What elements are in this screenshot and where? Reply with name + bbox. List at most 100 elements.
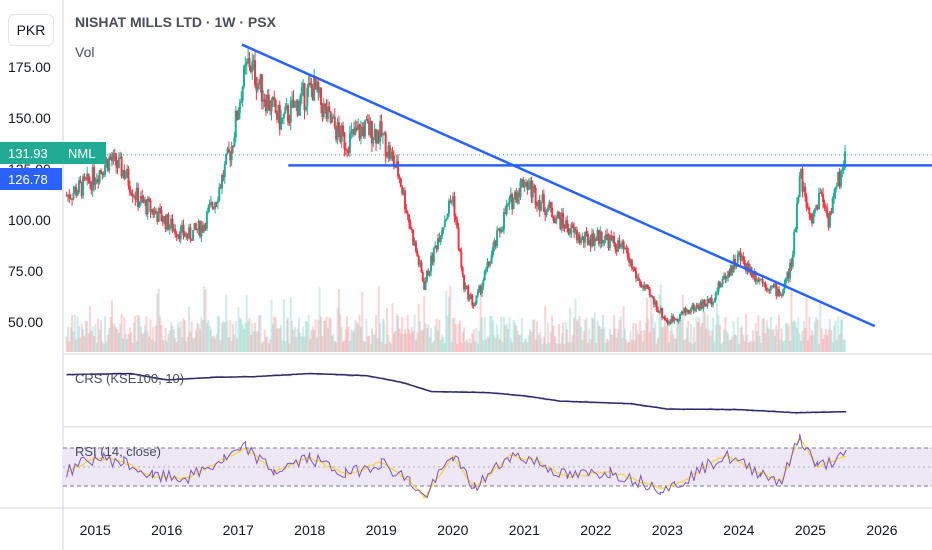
volume-bar: [628, 341, 631, 352]
candle-body: [760, 279, 763, 281]
candle-body: [386, 156, 389, 158]
candle-body: [637, 277, 640, 281]
candle-body: [467, 286, 470, 300]
candle-body: [743, 259, 746, 267]
volume-bar: [458, 320, 461, 352]
volume-bar: [414, 340, 417, 352]
candle-body: [626, 248, 629, 258]
volume-bar: [508, 317, 511, 352]
volume-bar: [117, 332, 120, 352]
candle-body: [820, 192, 823, 195]
candle-body: [652, 296, 655, 305]
volume-bar: [340, 327, 343, 352]
candle-body: [161, 221, 164, 223]
candle-body: [375, 129, 378, 144]
candle-body: [241, 86, 244, 102]
candle-body: [256, 83, 259, 91]
candle-body: [131, 194, 134, 197]
volume-bar: [516, 330, 519, 352]
currency-button[interactable]: PKR: [8, 14, 54, 46]
candle-body: [491, 247, 494, 256]
candle-body: [654, 301, 657, 305]
volume-bar: [248, 318, 251, 352]
volume-bar: [650, 292, 653, 352]
candle-body: [629, 259, 632, 263]
candle-body: [524, 182, 527, 187]
volume-bar: [90, 330, 93, 352]
candle-body: [672, 316, 675, 321]
candle-body: [666, 320, 669, 324]
candle-body: [287, 105, 290, 122]
candle-body: [731, 265, 734, 272]
candle-body: [350, 130, 353, 134]
candle-body: [120, 156, 123, 177]
candle-body: [830, 211, 833, 214]
volume-bar: [318, 287, 321, 352]
volume-bar: [384, 343, 387, 352]
volume-bar: [478, 331, 481, 352]
candle-body: [833, 192, 836, 198]
candle-body: [769, 285, 772, 291]
volume-bar: [77, 325, 80, 352]
candle-body: [483, 271, 486, 281]
candle-body: [72, 192, 75, 200]
volume-bar: [322, 320, 325, 352]
volume-bar: [259, 314, 262, 352]
candle-body: [127, 168, 130, 186]
candle-body: [406, 212, 409, 215]
volume-bar: [817, 343, 820, 352]
volume-bar: [577, 319, 580, 352]
candle-body: [285, 105, 288, 107]
volume-bar: [304, 320, 307, 352]
candle-body: [423, 281, 426, 290]
volume-bar: [185, 341, 188, 352]
candle-body: [822, 194, 825, 203]
volume-bar: [769, 316, 772, 352]
volume-bar: [794, 321, 797, 352]
volume-bar: [681, 294, 684, 352]
candle-body: [707, 298, 710, 303]
volume-bar: [622, 305, 625, 352]
volume-bar: [98, 329, 101, 352]
volume-bar: [661, 327, 664, 352]
rsi-label[interactable]: RSI (14, close): [75, 444, 161, 459]
candle-body: [768, 289, 771, 291]
x-tick-label: 2025: [795, 522, 826, 538]
horizontal-line-price-tag: 126.78: [0, 168, 62, 190]
volume-bar: [208, 326, 211, 352]
crs-label[interactable]: CRS (KSE100, 10): [75, 371, 185, 386]
volume-bar: [457, 324, 460, 352]
candle-body: [348, 133, 351, 153]
volume-bar: [588, 328, 591, 352]
candle-body: [104, 164, 107, 175]
volume-bar: [760, 342, 763, 352]
candle-body: [500, 231, 503, 233]
candle-body: [844, 151, 847, 168]
volume-bar: [461, 332, 464, 352]
volume-bar: [211, 336, 214, 352]
candle-body: [265, 101, 268, 112]
volume-bar: [720, 343, 723, 352]
candle-body: [504, 211, 507, 214]
volume-bar: [712, 317, 715, 352]
candle-body: [276, 112, 279, 120]
candle-body: [574, 229, 577, 233]
rsi-pane: [63, 433, 932, 501]
candle-body: [615, 249, 618, 252]
volume-bar: [134, 315, 137, 352]
candle-body: [758, 279, 761, 282]
volume-bar: [657, 337, 660, 352]
candle-body: [754, 271, 757, 282]
volume-bar: [395, 313, 398, 352]
volume-bar: [674, 338, 677, 352]
volume-bar: [654, 322, 657, 352]
volume-bar: [383, 320, 386, 352]
volume-bar: [262, 341, 265, 352]
volume-bar: [127, 334, 130, 352]
candle-body: [595, 238, 598, 241]
volume-bar: [442, 337, 445, 352]
candle-body: [435, 245, 438, 250]
volume-bar: [529, 329, 532, 352]
candle-body: [668, 321, 671, 324]
